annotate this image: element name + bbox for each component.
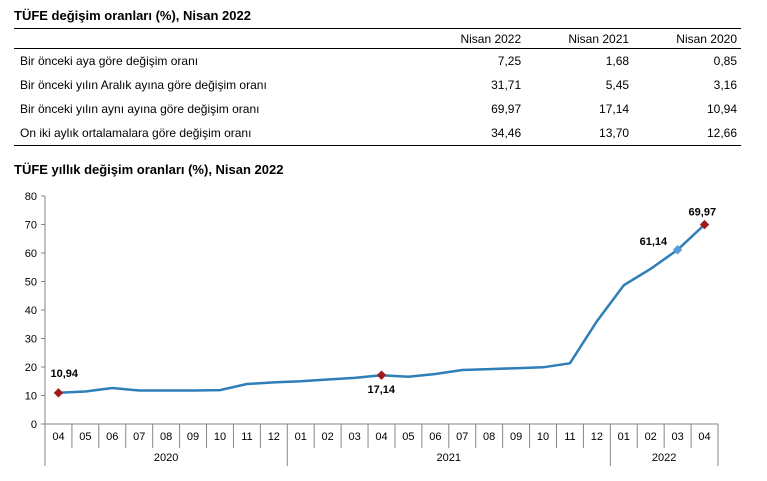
y-tick-label: 80	[25, 191, 37, 203]
y-tick-label: 70	[25, 220, 37, 232]
x-tick-label: 03	[671, 431, 683, 443]
x-tick-label: 12	[268, 431, 280, 443]
x-tick-label: 03	[348, 431, 360, 443]
y-tick-label: 10	[25, 391, 37, 403]
data-label: 10,94	[50, 368, 78, 380]
column-header: Nisan 2021	[525, 28, 634, 49]
row-label: Bir önceki aya göre değişim oranı	[20, 54, 199, 68]
row-label: Bir önceki yılın aynı ayına göre değişim…	[20, 102, 260, 116]
x-tick-label: 06	[429, 431, 441, 443]
x-tick-label: 01	[618, 431, 630, 443]
row-label: Bir önceki yılın Aralık ayına göre değiş…	[20, 78, 267, 92]
data-point-marker	[53, 388, 64, 398]
table-cell: 3,16	[713, 78, 737, 92]
y-tick-label: 20	[25, 362, 37, 374]
table-cell: 12,66	[633, 121, 741, 146]
data-label: 69,97	[689, 207, 717, 219]
x-tick-label: 10	[537, 431, 549, 443]
table-row: Bir önceki yılın Aralık ayına göre değiş…	[14, 73, 741, 97]
table-row: Bir önceki aya göre değişim oranı 7,25 1…	[14, 49, 741, 74]
column-header	[14, 28, 418, 49]
x-tick-label: 12	[591, 431, 603, 443]
table-row: On iki aylık ortalamalara göre değişim o…	[14, 121, 741, 146]
year-group-label: 2021	[437, 452, 461, 464]
table-row: Bir önceki yılın aynı ayına göre değişim…	[14, 97, 741, 121]
x-tick-label: 07	[456, 431, 468, 443]
series-line	[58, 223, 706, 395]
table-cell: 31,71	[491, 78, 522, 92]
data-point-marker	[699, 219, 710, 230]
column-header: Nisan 2022	[417, 28, 526, 49]
data-point-marker	[672, 245, 683, 255]
data-point-marker	[376, 370, 387, 380]
y-tick-label: 0	[31, 419, 37, 431]
table-cell: 0,85	[713, 54, 737, 68]
table-cell: 13,70	[525, 121, 634, 146]
x-tick-label: 04	[52, 431, 64, 443]
x-tick-label: 01	[295, 431, 307, 443]
x-tick-label: 08	[160, 431, 172, 443]
column-header: Nisan 2020	[633, 28, 741, 49]
y-tick-label: 60	[25, 248, 37, 260]
x-tick-label: 05	[79, 431, 91, 443]
x-tick-label: 02	[645, 431, 657, 443]
x-tick-label: 08	[483, 431, 495, 443]
chart-title: TÜFE yıllık değişim oranları (%), Nisan …	[14, 162, 284, 177]
y-tick-label: 30	[25, 334, 37, 346]
x-tick-label: 06	[106, 431, 118, 443]
x-tick-label: 10	[214, 431, 226, 443]
year-group-label: 2022	[652, 452, 676, 464]
y-tick-label: 40	[25, 305, 37, 317]
x-tick-label: 04	[375, 431, 387, 443]
table-cell: 34,46	[417, 121, 526, 146]
table-cell: 1,68	[605, 54, 630, 68]
x-tick-label: 09	[187, 431, 199, 443]
data-label: 61,14	[640, 236, 668, 248]
table-title: TÜFE değişim oranları (%), Nisan 2022	[14, 8, 251, 23]
inflation-table: Nisan 2022 Nisan 2021 Nisan 2020 Bir önc…	[14, 28, 741, 146]
row-label: On iki aylık ortalamalara göre değişim o…	[14, 121, 418, 146]
table-cell: 17,14	[599, 102, 630, 116]
x-tick-label: 09	[510, 431, 522, 443]
x-tick-label: 02	[322, 431, 334, 443]
x-tick-label: 05	[402, 431, 414, 443]
x-tick-label: 11	[241, 431, 252, 443]
x-tick-label: 11	[564, 431, 575, 443]
table-cell: 7,25	[497, 54, 522, 68]
table-cell: 5,45	[605, 78, 630, 92]
data-label: 17,14	[368, 384, 396, 396]
x-tick-label: 07	[133, 431, 145, 443]
table-cell: 10,94	[706, 102, 737, 116]
table-header-row: Nisan 2022 Nisan 2021 Nisan 2020	[14, 28, 741, 49]
y-tick-label: 50	[25, 277, 37, 289]
x-tick-label: 04	[698, 431, 710, 443]
year-group-label: 2020	[154, 452, 178, 464]
table-cell: 69,97	[491, 102, 522, 116]
